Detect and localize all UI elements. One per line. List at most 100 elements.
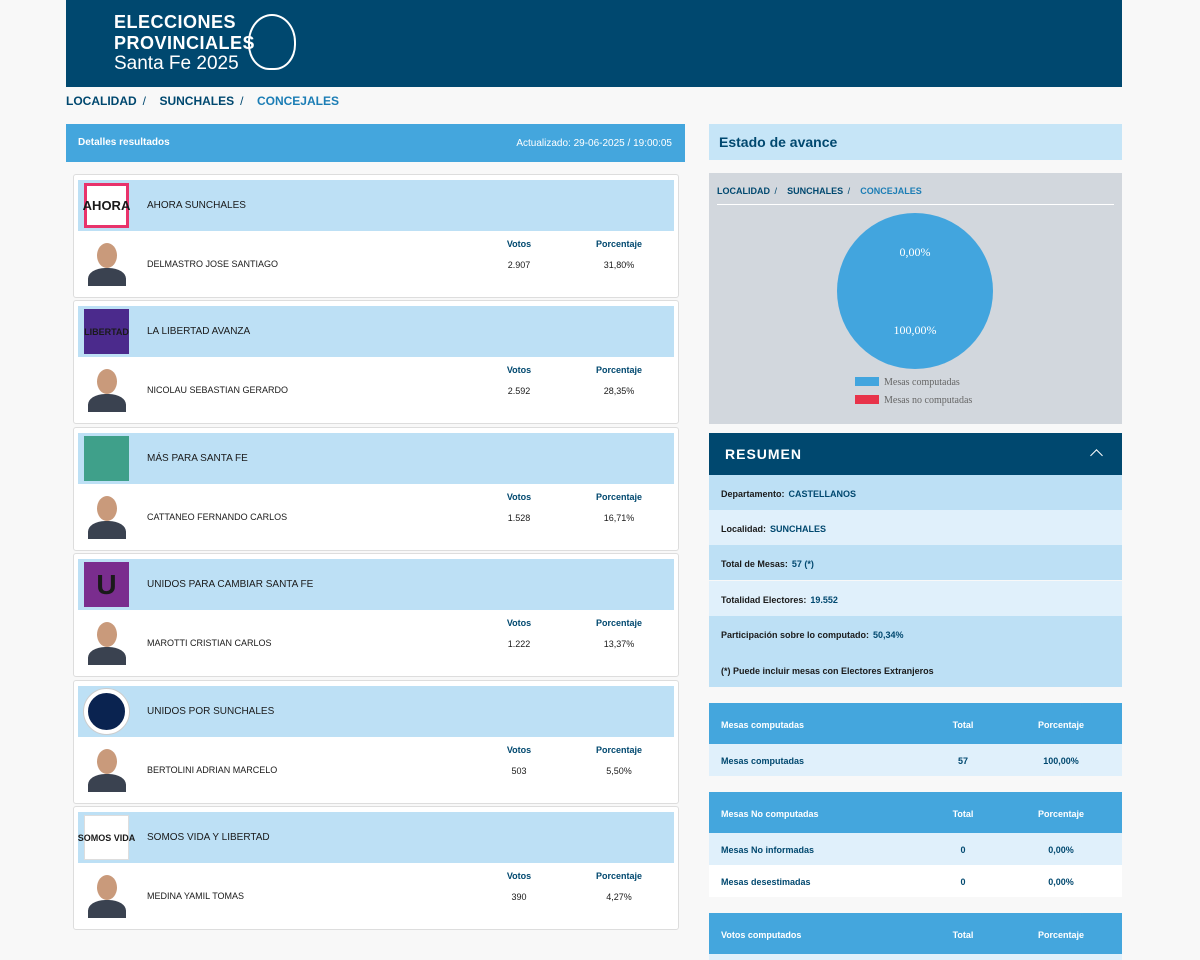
emblem	[248, 14, 296, 70]
party-logo: U	[84, 562, 129, 608]
pie-label: 100,00%	[894, 323, 937, 337]
candidate-photo	[84, 618, 129, 666]
candidate-photo	[84, 491, 129, 539]
party-logo	[84, 688, 129, 734]
candidate-photo	[84, 239, 129, 286]
breadcrumb-item: LOCALIDAD	[66, 94, 137, 108]
photo-body	[88, 394, 126, 413]
party-name: AHORA SUNCHALES	[147, 200, 246, 211]
table-header: Mesas No computadas Total Porcentaje	[709, 792, 1122, 833]
party-band	[78, 685, 674, 737]
progress-title: Estado de avance	[719, 134, 838, 150]
table-cell: Mesas desestimadas	[721, 877, 811, 887]
photo-head	[97, 495, 117, 521]
party-card: MÁS PARA SANTA FE CATTANEO FERNANDO CARLO…	[73, 426, 679, 551]
header-title: ELECCIONES	[114, 12, 237, 32]
party-band	[78, 180, 674, 231]
legend-swatch	[855, 395, 879, 404]
photo-head	[97, 748, 117, 774]
pie-chart: 100,00% Mesas computadas 0,00% Mesas no com…	[837, 213, 993, 406]
table-row: Mesas No informadas 0 0,00%	[709, 833, 1122, 865]
progress-header	[709, 124, 1122, 160]
candidate-name: CATTANEO FERNANDO CARLOS	[147, 511, 288, 522]
results-header	[66, 124, 685, 162]
table-header-cell: Votos computados	[721, 930, 802, 940]
breadcrumb-rule	[717, 204, 1114, 205]
table-cell: Mesas computadas	[721, 756, 805, 766]
party-name: MÁS PARA SANTA FE	[147, 452, 248, 464]
photo-body	[88, 268, 126, 286]
summary-row: Totalidad Electores: 19.552	[709, 580, 1122, 616]
summary-label: Participación sobre lo computado:	[721, 629, 870, 640]
legend-label: Mesas computadas	[884, 377, 960, 388]
summary-label: Total de Mesas:	[721, 559, 788, 570]
party-card: LIBERTAD LA LIBERTAD AVANZA NICOLAU SEBAST…	[73, 300, 679, 425]
party-logo: LIBERTAD	[84, 309, 129, 355]
candidate-name: DELMASTRO JOSE SANTIAGO	[147, 259, 279, 269]
party-logo-text: U	[96, 568, 117, 600]
party-logo: SOMOS VIDA	[78, 815, 135, 860]
photo-head	[97, 243, 117, 268]
table-header-cell: Mesas computadas	[721, 720, 805, 730]
candidate-photo	[84, 365, 129, 413]
summary-row: Departamento: CASTELLANOS	[709, 475, 1122, 510]
progress-box: LOCALIDAD / SUNCHALES / CONCEJALES 100,00% Mes…	[709, 173, 1122, 424]
party-logo-text: LIBERTAD	[84, 326, 129, 337]
table-header: Votos computados Total Porcentaje	[709, 913, 1122, 954]
breadcrumb-item: CONCEJALES	[860, 186, 922, 196]
party-card: U UNIDOS PARA CAMBIAR SANTA FE MAROTTI CRI…	[73, 553, 679, 678]
party-card: SOMOS VIDA SOMOS VIDA Y LIBERTAD MEDINA YA…	[73, 806, 679, 930]
photo-head	[97, 875, 117, 900]
summary-note: (*) Puede incluir mesas con Electores Ex…	[721, 666, 934, 676]
party-band	[78, 559, 674, 611]
header-title: PROVINCIALES	[114, 33, 256, 53]
party-logo	[84, 435, 129, 481]
candidate-name: NICOLAU SEBASTIAN GERARDO	[147, 385, 289, 396]
breadcrumb-separator: /	[142, 94, 147, 108]
candidate-name: MAROTTI CRISTIAN CARLOS	[147, 638, 272, 649]
summary-row: Total de Mesas: 57 (*)	[709, 545, 1122, 581]
summary-value: 19.552	[810, 594, 838, 605]
photo-body	[88, 900, 126, 918]
header-bar	[66, 0, 1122, 87]
summary-label: Localidad:	[721, 524, 767, 535]
table-header-cell: Mesas No computadas	[721, 809, 819, 819]
table-row: Mesas computadas 57 100,00%	[709, 744, 1122, 776]
pie-slice	[837, 213, 993, 369]
party-band	[78, 432, 674, 484]
summary-header	[709, 433, 1122, 475]
party-logo: AHORA	[82, 183, 131, 228]
summary-value: SUNCHALES	[770, 524, 827, 535]
summary-value: 57 (*)	[791, 559, 814, 570]
breadcrumb-item: SUNCHALES	[787, 186, 844, 196]
summary-value: 50,34%	[873, 629, 904, 640]
party-name: LA LIBERTAD AVANZA	[147, 326, 251, 338]
breadcrumb-item: SUNCHALES	[159, 94, 235, 108]
table-row	[709, 954, 1122, 960]
breadcrumb-item: CONCEJALES	[256, 94, 339, 108]
results-updated: Actualizado: 29-06-2025 / 19:00:05	[516, 138, 672, 149]
summary-row: Participación sobre lo computado: 50,34%	[709, 615, 1122, 651]
summary-label: Totalidad Electores:	[721, 594, 807, 605]
candidate-name: MEDINA YAMIL TOMAS	[147, 891, 245, 901]
table-header: Mesas computadas Total Porcentaje	[709, 703, 1122, 744]
party-logo-text: AHORA	[82, 198, 131, 213]
legend-label: Mesas no computadas	[884, 395, 972, 406]
summary-note-row: (*) Puede incluir mesas con Electores Ex…	[709, 651, 1122, 687]
candidate-name: BERTOLINI ADRIAN MARCELO	[147, 764, 278, 775]
party-band	[78, 306, 674, 358]
candidate-photo	[84, 871, 129, 918]
summary-value: CASTELLANOS	[788, 489, 857, 499]
party-name: UNIDOS POR SUNCHALES	[147, 705, 275, 717]
header-title: Santa Fe 2025	[114, 53, 239, 74]
photo-body	[88, 647, 126, 666]
legend-swatch	[855, 377, 879, 386]
breadcrumb-separator: /	[774, 186, 778, 196]
pie-label: 0,00%	[900, 245, 931, 259]
summary-label: Departamento:	[721, 489, 785, 499]
photo-body	[88, 773, 126, 792]
party-band	[78, 812, 674, 863]
breadcrumb-item: LOCALIDAD	[717, 186, 770, 196]
party-name: SOMOS VIDA Y LIBERTAD	[147, 832, 270, 843]
